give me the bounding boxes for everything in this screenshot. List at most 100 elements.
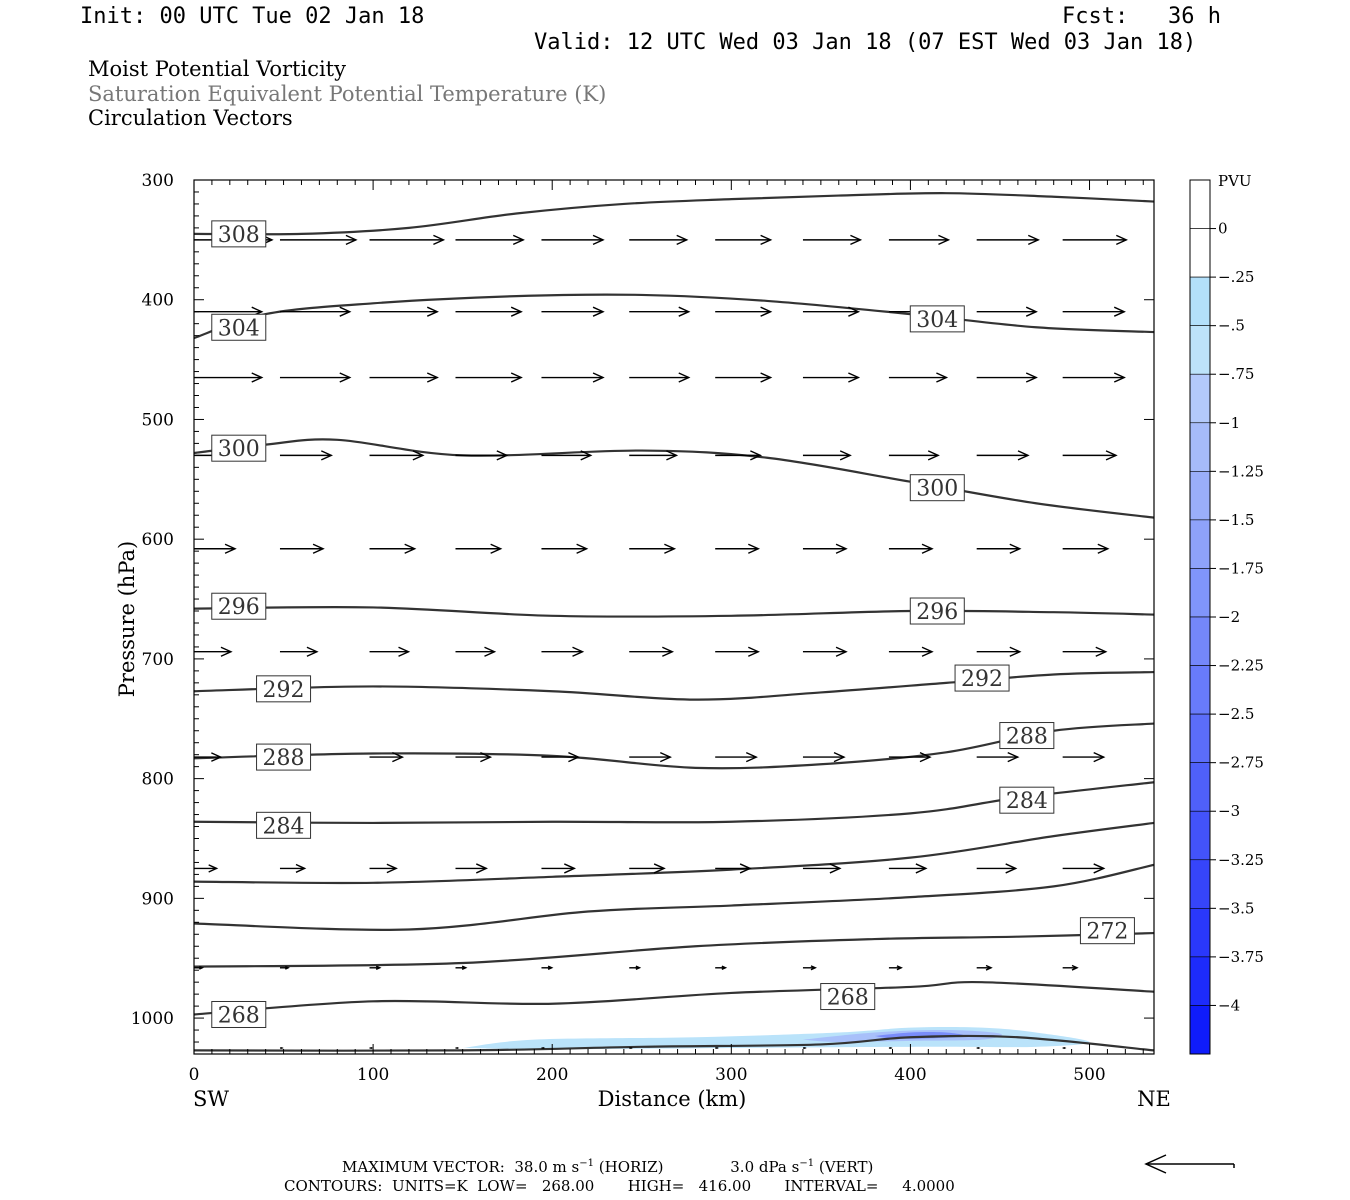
contour-264 [194,1034,1154,1052]
vector-head [592,372,605,383]
max-vector-horiz-tag: (HORIZ) [594,1158,664,1176]
vector-head [510,372,523,383]
vector-5-5 [629,646,675,657]
y-axis-label: Pressure (hPa) [115,541,139,697]
y-tick-label-700: 700 [142,650,174,670]
x-tick-label-200: 200 [536,1065,568,1085]
vector-7-3 [455,863,488,874]
contour-label-box-308-0 [211,220,267,248]
contour-label-284-1: 284 [1006,789,1048,814]
contour-276 [194,863,1154,931]
vector-4-5 [629,543,677,554]
contour-label-272-0: 272 [1086,920,1128,945]
colorbar-swatch-12 [1189,762,1211,812]
contour-304 [194,293,1154,340]
vector-1-10 [1062,306,1126,317]
vector-head [748,543,761,554]
vector-2-2 [369,372,439,383]
vector-0-2 [369,234,446,246]
vector-7-7 [802,863,842,874]
vector-head [1005,863,1018,874]
contour-label-box-268-1 [820,983,876,1011]
vector-9-7 [888,1047,893,1049]
vector-head [564,863,577,874]
vector-4-2 [369,543,417,554]
vector-head [580,450,593,461]
vector-6-7 [802,751,846,763]
vector-1-3 [455,306,523,317]
contour-label-300-1: 300 [916,477,958,502]
vector-head [1093,751,1106,763]
title-vectors: Circulation Vectors [88,106,293,130]
colorbar-label-15: −3.75 [1218,948,1264,966]
vector-1-9 [976,306,1038,317]
vector-2-4 [541,372,605,383]
title-theta-es: Saturation Equivalent Potential Temperat… [88,82,607,106]
vector-head [653,863,666,874]
colorbar-label-13: −3.25 [1218,851,1264,869]
plot-frame [193,179,1155,1055]
vector-head [426,306,439,317]
vector-4-3 [455,543,503,554]
vector-head [985,964,993,971]
vector-0-5 [629,234,689,246]
vector-0-8 [888,234,951,246]
max-vector-horiz-exp: −1 [579,1158,594,1169]
vector-3-5 [629,450,679,461]
vector-head [835,646,848,657]
vector-0-1 [279,234,358,246]
contour-label-300-0: 300 [218,437,260,462]
vector-head [312,543,325,554]
vector-head [1007,751,1020,763]
vector-head [1025,306,1038,317]
vector-2-3 [455,372,523,383]
vector-8-0 [194,965,204,970]
y-tick-label-600: 600 [142,530,174,550]
vector-head [635,965,642,971]
vector-head [833,751,846,763]
colorbar-label-3: −.75 [1218,365,1254,383]
vector-head [375,965,382,971]
colorbar-label-7: −1.75 [1218,559,1264,577]
vector-4-1 [279,543,325,554]
vector-5-6 [715,646,761,657]
vector-5-3 [455,646,497,657]
contour-280 [194,821,1154,885]
vector-head [220,646,233,657]
contour-label-268-1: 268 [827,986,869,1011]
max-vector-horiz: 38.0 m s [514,1158,580,1176]
colorbar-swatch-1 [1189,228,1211,278]
vector-head [748,646,761,657]
colorbar-swatch-11 [1189,713,1211,763]
vector-3-4 [541,450,593,461]
colorbar-swatch-13 [1189,810,1211,861]
vector-8-7 [802,965,817,971]
vector-3-8 [888,450,940,461]
vector-3-1 [279,450,333,461]
vector-head [1009,543,1022,554]
vector-head [285,965,290,970]
contour-label-box-292-0 [256,675,312,703]
contour-label-288-1: 288 [1006,725,1048,750]
vector-head [760,372,773,383]
vector-2-9 [976,372,1038,383]
vector-1-5 [629,306,691,317]
vector-head [676,234,689,246]
vector-2-5 [629,372,691,383]
reference-vector-arrow [1144,1154,1235,1174]
vector-head [921,543,934,554]
vector-6-10 [1062,751,1106,763]
y-tick-label-900: 900 [142,889,174,909]
y-tick-label-400: 400 [142,291,174,311]
colorbar-swatch-17 [1189,1005,1211,1055]
vector-6-4 [541,751,581,763]
contour-label-box-284-1 [999,786,1055,814]
vector-5-2 [369,646,411,657]
x-tick-label-0: 0 [189,1065,200,1085]
vector-9-5 [715,1047,719,1049]
vector-5-0 [194,646,233,657]
vector-6-8 [888,751,932,763]
vector-head [404,543,417,554]
vector-head [1113,306,1126,317]
contour-label-268-0: 268 [218,1003,260,1028]
